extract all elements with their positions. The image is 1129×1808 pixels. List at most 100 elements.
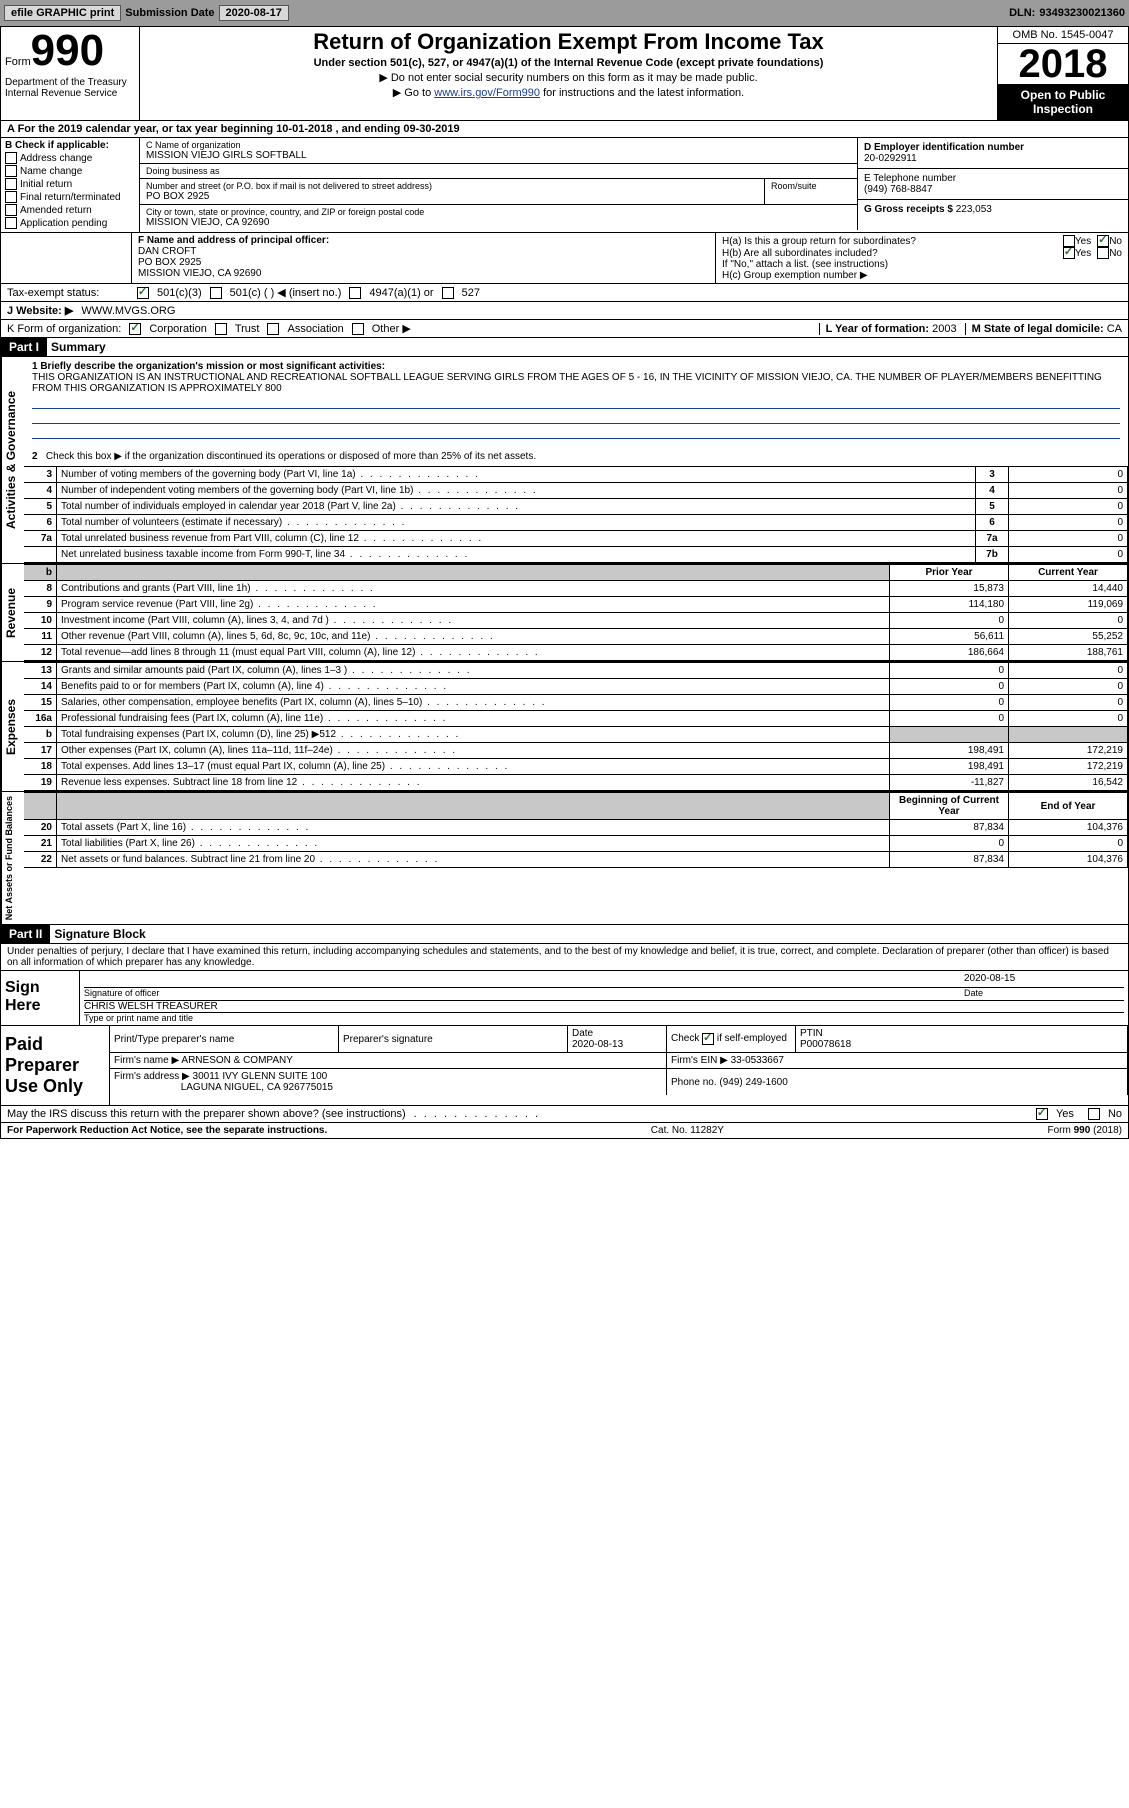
firm-phone-label: Phone no. (671, 1077, 717, 1088)
i-label: Tax-exempt status: (7, 287, 129, 299)
chk-amended-label: Amended return (20, 205, 92, 216)
header-note2a: ▶ Go to (393, 87, 434, 99)
chk-initial[interactable] (5, 178, 17, 190)
l-label: L Year of formation: (826, 323, 930, 335)
ptin-label: PTIN (800, 1028, 823, 1039)
tax-year: 2018 (998, 44, 1128, 84)
line1-text: THIS ORGANIZATION IS AN INSTRUCTIONAL AN… (32, 372, 1120, 394)
firm-addr1: 30011 IVY GLENN SUITE 100 (193, 1071, 328, 1082)
chk-pending-label: Application pending (20, 218, 107, 229)
part2-header: Part II (1, 925, 50, 943)
i-501c: 501(c) ( ) ◀ (insert no.) (230, 286, 342, 299)
i-501c3: 501(c)(3) (157, 287, 202, 299)
hb-note: If "No," attach a list. (see instruction… (722, 259, 1122, 270)
f-addr2: MISSION VIEJO, CA 92690 (138, 268, 709, 279)
header-note1: ▶ Do not enter social security numbers o… (146, 71, 991, 84)
c-addr: PO BOX 2925 (146, 191, 758, 202)
chk-address-label: Address change (20, 153, 92, 164)
submission-label: Submission Date (125, 7, 214, 19)
inspection2: Inspection (1000, 102, 1126, 116)
line1-label: 1 Briefly describe the organization's mi… (32, 361, 1120, 372)
g-label: G Gross receipts $ (864, 204, 953, 215)
footer-mid: Cat. No. 11282Y (651, 1125, 724, 1136)
table-row: 14Benefits paid to or for members (Part … (24, 679, 1128, 695)
discuss-no: No (1108, 1108, 1122, 1120)
chk-final-label: Final return/terminated (20, 192, 121, 203)
vert-revenue: Revenue (1, 564, 24, 661)
m-value: CA (1107, 323, 1122, 335)
i-527-chk[interactable] (442, 287, 454, 299)
table-row: 8Contributions and grants (Part VIII, li… (24, 581, 1128, 597)
k-trust-chk[interactable] (215, 323, 227, 335)
i-501c-chk[interactable] (210, 287, 222, 299)
netassets-table: Beginning of Current YearEnd of Year 20T… (24, 792, 1128, 868)
k-other: Other ▶ (372, 322, 411, 335)
header-title: Return of Organization Exempt From Incom… (146, 29, 991, 55)
firm-addr-label: Firm's address ▶ (114, 1071, 190, 1082)
c-city-label: City or town, state or province, country… (146, 207, 851, 217)
c-dba-label: Doing business as (146, 166, 851, 176)
self-emp-chk[interactable] (702, 1033, 714, 1045)
table-row: 17Other expenses (Part IX, column (A), l… (24, 743, 1128, 759)
discuss-yes-chk[interactable] (1036, 1108, 1048, 1120)
chk-name[interactable] (5, 165, 17, 177)
ptin: P00078618 (800, 1039, 851, 1050)
table-row: 16aProfessional fundraising fees (Part I… (24, 711, 1128, 727)
vert-expenses: Expenses (1, 662, 24, 791)
k-trust: Trust (235, 323, 260, 335)
sig-name-label: Type or print name and title (84, 1012, 1124, 1023)
hb-no-chk[interactable] (1097, 247, 1109, 259)
footer-right: Form 990 (2018) (1048, 1125, 1122, 1136)
ha-no-chk[interactable] (1097, 235, 1109, 247)
table-row: bTotal fundraising expenses (Part IX, co… (24, 727, 1128, 743)
k-corp-chk[interactable] (129, 323, 141, 335)
c-room-label: Room/suite (771, 181, 851, 191)
dept-irs: Internal Revenue Service (5, 88, 135, 99)
firm-name-label: Firm's name ▶ (114, 1055, 179, 1066)
section-b-title: B Check if applicable: (5, 140, 135, 151)
irs-link[interactable]: www.irs.gov/Form990 (434, 87, 540, 99)
chk-name-label: Name change (20, 166, 82, 177)
form-header: Form990 Department of the Treasury Inter… (0, 26, 1129, 121)
c-city: MISSION VIEJO, CA 92690 (146, 217, 851, 228)
vert-activities: Activities & Governance (1, 357, 24, 563)
dln-label: DLN: (1009, 7, 1035, 19)
i-4947-chk[interactable] (349, 287, 361, 299)
c-name: MISSION VIEJO GIRLS SOFTBALL (146, 150, 851, 161)
f-name: DAN CROFT (138, 246, 709, 257)
declaration: Under penalties of perjury, I declare th… (1, 944, 1128, 970)
hb-yes-chk[interactable] (1063, 247, 1075, 259)
i-501c3-chk[interactable] (137, 287, 149, 299)
part2-title: Signature Block (54, 927, 145, 941)
ha-no: No (1109, 236, 1122, 247)
table-row: 10Investment income (Part VIII, column (… (24, 613, 1128, 629)
k-corp: Corporation (149, 323, 206, 335)
sign-here: Sign Here (1, 971, 80, 1025)
ha-label: H(a) Is this a group return for subordin… (722, 236, 1063, 247)
hb-yes: Yes (1075, 248, 1091, 259)
firm-addr2: LAGUNA NIGUEL, CA 926775015 (181, 1082, 333, 1093)
k-assoc-chk[interactable] (267, 323, 279, 335)
chk-amended[interactable] (5, 204, 17, 216)
table-row: 18Total expenses. Add lines 13–17 (must … (24, 759, 1128, 775)
table-row: 6Total number of volunteers (estimate if… (24, 515, 1128, 531)
efile-btn[interactable]: efile GRAPHIC print (4, 5, 121, 21)
footer-left: For Paperwork Reduction Act Notice, see … (7, 1125, 327, 1136)
l-value: 2003 (932, 323, 956, 335)
discuss-no-chk[interactable] (1088, 1108, 1100, 1120)
chk-pending[interactable] (5, 217, 17, 229)
table-row: 7aTotal unrelated business revenue from … (24, 531, 1128, 547)
k-other-chk[interactable] (352, 323, 364, 335)
table-row: 13Grants and similar amounts paid (Part … (24, 663, 1128, 679)
top-bar: efile GRAPHIC print Submission Date 2020… (0, 0, 1129, 26)
d-label: D Employer identification number (864, 142, 1122, 153)
section-b: B Check if applicable: Address change Na… (1, 138, 140, 232)
dept-treasury: Department of the Treasury (5, 77, 135, 88)
section-a: A For the 2019 calendar year, or tax yea… (0, 121, 1129, 138)
check-self: Check if self-employed (671, 1033, 787, 1044)
ha-yes: Yes (1075, 236, 1091, 247)
c-name-label: C Name of organization (146, 140, 851, 150)
prep-date: 2020-08-13 (572, 1039, 623, 1050)
chk-final[interactable] (5, 191, 17, 203)
chk-address[interactable] (5, 152, 17, 164)
